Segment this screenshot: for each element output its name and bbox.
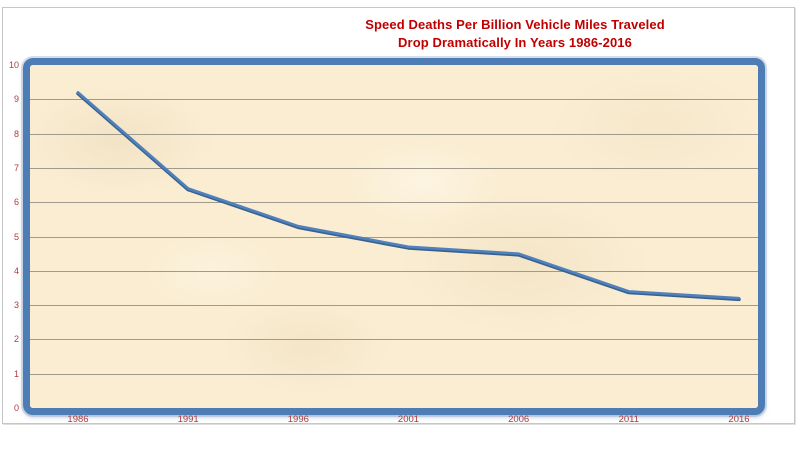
- chart-title: Speed Deaths Per Billion Vehicle Miles T…: [315, 16, 715, 52]
- plot-svg: [30, 91, 758, 375]
- y-axis-tick-label: 7: [13, 162, 19, 173]
- chart-title-line-1: Speed Deaths Per Billion Vehicle Miles T…: [365, 17, 665, 32]
- y-axis-tick-label: 5: [13, 231, 19, 242]
- gridlines: [30, 99, 758, 375]
- data-line: [76, 91, 741, 300]
- chart-title-line-2: Drop Dramatically In Years 1986-2016: [398, 35, 632, 50]
- x-axis-tick-label: 2001: [397, 414, 420, 425]
- y-axis-tick-label: 9: [13, 94, 19, 105]
- chart-object[interactable]: Speed Deaths Per Billion Vehicle Miles T…: [2, 7, 795, 425]
- y-axis-tick-label: 0: [13, 403, 19, 413]
- x-axis-tick-label: 1991: [177, 414, 199, 425]
- y-axis-tick-label: 8: [13, 128, 19, 139]
- x-axis-tick-label: 2016: [728, 414, 750, 425]
- x-axis-tick-label: 1996: [287, 414, 309, 425]
- y-axis-tick-label: 6: [13, 197, 19, 208]
- y-axis-tick-label: 10: [8, 60, 19, 70]
- x-axis-tick-label: 2006: [508, 414, 530, 425]
- y-axis-tick-label: 4: [13, 265, 19, 276]
- y-axis-tick-label: 2: [13, 334, 19, 345]
- x-axis-tick-label: 1986: [67, 414, 89, 425]
- plot-area: [30, 65, 758, 408]
- y-axis-tick-label: 1: [13, 368, 19, 379]
- data-line: [76, 91, 741, 302]
- x-axis-tick-label: 2011: [618, 414, 640, 425]
- line-series: [76, 91, 741, 302]
- y-axis-tick-label: 3: [13, 300, 19, 311]
- plot-frame: [23, 58, 765, 415]
